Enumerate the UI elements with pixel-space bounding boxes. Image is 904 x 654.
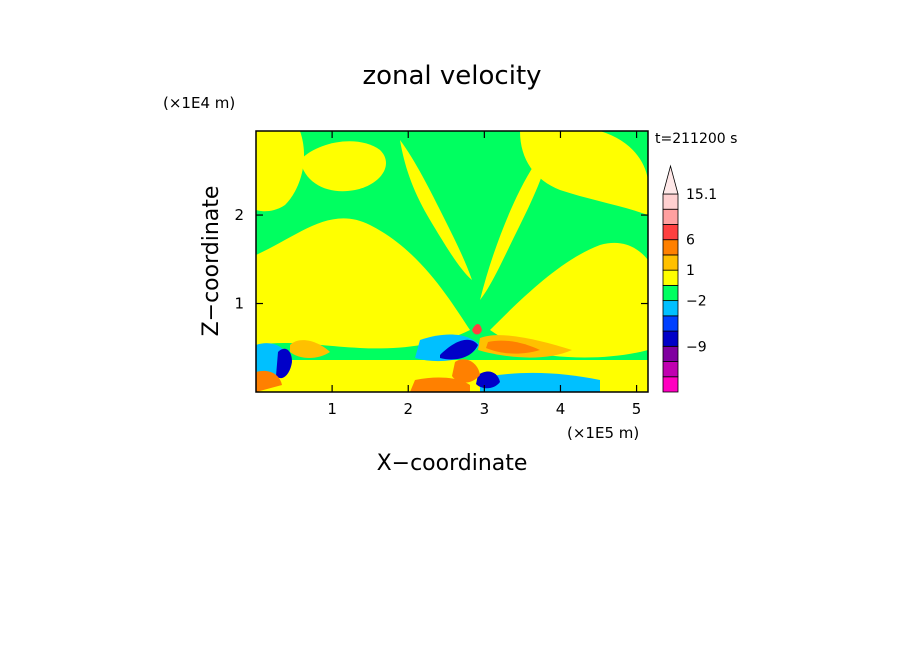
x-tick-label: 1	[327, 400, 337, 418]
field-region	[472, 324, 482, 335]
field-region	[400, 140, 472, 280]
colorbar-segment	[662, 239, 679, 256]
colorbar: −9 −2 1 6 15.1	[662, 164, 717, 393]
x-scale-note: (×1E5 m)	[567, 424, 639, 442]
plot-frame	[255, 130, 649, 393]
field-region	[440, 339, 478, 360]
field-region	[480, 372, 600, 392]
colorbar-segment	[662, 315, 679, 332]
field-region	[276, 348, 292, 379]
field-region	[476, 371, 500, 389]
field-region	[290, 340, 330, 358]
colorbar-segment	[662, 376, 679, 393]
y-tick-label: 1	[234, 295, 244, 313]
x-tick-label: 5	[632, 400, 642, 418]
x-tick-label: 2	[403, 400, 413, 418]
colorbar-segment	[662, 193, 679, 210]
chart-title: zonal velocity	[362, 61, 541, 91]
field-region	[490, 242, 648, 358]
colorbar-label: −9	[686, 339, 707, 355]
y-axis: 12	[234, 206, 648, 313]
field-region	[410, 377, 470, 392]
field-region	[520, 131, 648, 215]
velocity-field	[256, 131, 648, 392]
x-tick-label: 3	[480, 400, 490, 418]
x-axis-label: X−coordinate	[377, 451, 528, 476]
colorbar-segment	[662, 300, 679, 317]
time-label: t=211200 s	[655, 131, 737, 147]
colorbar-segment	[662, 345, 679, 362]
colorbar-segment	[662, 361, 679, 378]
field-region	[256, 218, 470, 349]
colorbar-label: −2	[686, 294, 707, 310]
y-tick-label: 2	[234, 206, 244, 224]
y-axis-label: Z−coordinate	[199, 186, 224, 337]
x-axis: 1 2 3 4 5	[327, 131, 641, 418]
colorbar-segment	[662, 254, 679, 271]
field-region	[300, 141, 386, 192]
y-scale-note: (×1E4 m)	[163, 94, 235, 112]
colorbar-segment	[662, 269, 679, 286]
colorbar-label: 6	[686, 233, 695, 249]
colorbar-segment	[662, 224, 679, 241]
field-region	[256, 370, 282, 392]
field-region	[452, 359, 480, 383]
field-region	[256, 131, 305, 212]
field-region	[480, 145, 550, 300]
colorbar-segment	[662, 284, 679, 302]
colorbar-segment	[662, 208, 679, 225]
colorbar-segment	[662, 330, 679, 347]
colorbar-top-arrow	[662, 164, 679, 195]
colorbar-label: 1	[686, 263, 695, 279]
colorbar-label: 15.1	[686, 187, 717, 203]
field-region	[486, 340, 540, 354]
x-tick-label: 4	[556, 400, 566, 418]
